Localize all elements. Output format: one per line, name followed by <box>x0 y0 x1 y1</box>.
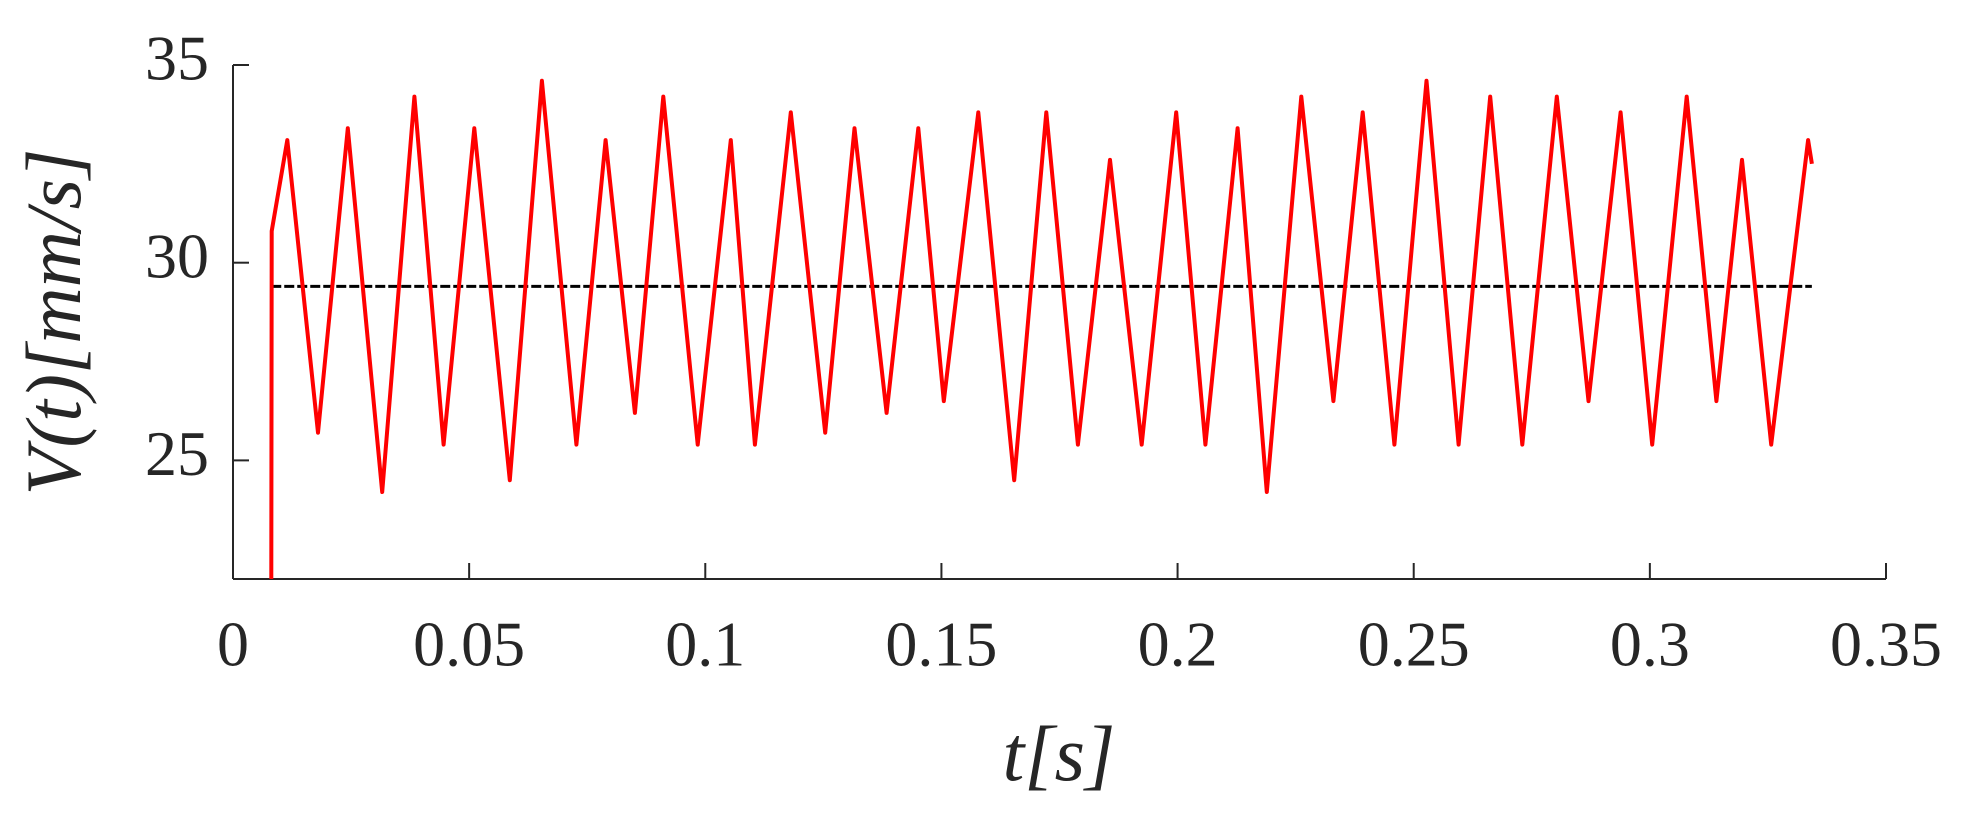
x-tick-label: 0.1 <box>665 609 745 680</box>
x-axis-label: t[s] <box>1003 710 1116 797</box>
y-tick-label: 30 <box>145 220 209 291</box>
y-tick-label: 35 <box>145 23 209 94</box>
x-tick-label: 0.35 <box>1830 609 1942 680</box>
x-tick-label: 0.3 <box>1610 609 1690 680</box>
x-tick-label: 0.15 <box>885 609 997 680</box>
x-tick-label: 0.25 <box>1358 609 1470 680</box>
x-tick-label: 0.05 <box>413 609 525 680</box>
x-tick-label: 0 <box>217 609 249 680</box>
y-axis-label: V(t)[mm/s] <box>10 149 97 496</box>
data-line <box>269 78 1814 580</box>
y-tick-label: 25 <box>145 418 209 489</box>
x-tick-label: 0.2 <box>1138 609 1218 680</box>
